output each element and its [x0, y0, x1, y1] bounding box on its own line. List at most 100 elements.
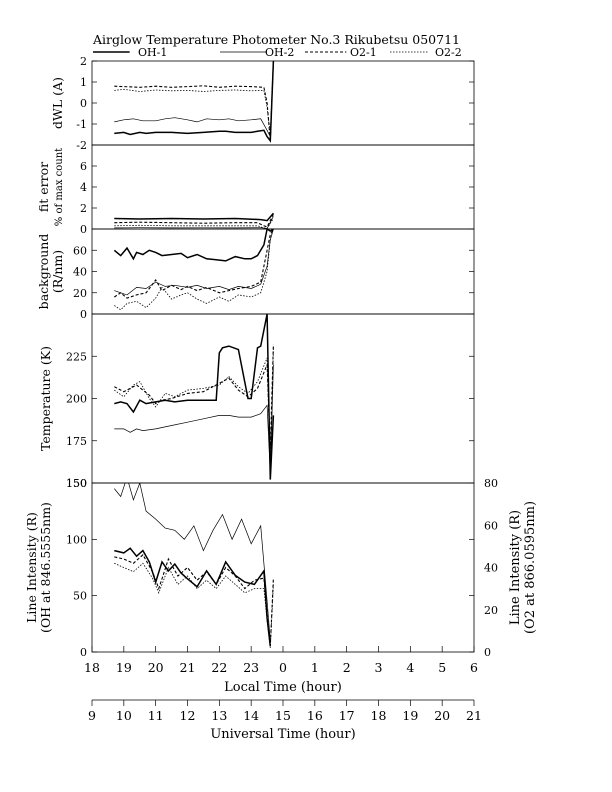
series-line-o2-2-fit: [114, 218, 274, 229]
panel-dwl: -2 -1 0 1 2 dWL (A): [50, 55, 475, 152]
local-time-tick-label: 6: [470, 660, 478, 675]
series-line-oh-2-int: [114, 483, 271, 641]
y-tick-label: 1: [80, 76, 87, 89]
y-tick-label: 40: [73, 266, 87, 279]
series-line-oh-2-dwl: [114, 61, 274, 138]
y-tick-label: 150: [66, 477, 87, 490]
ut-tick-label: 10: [116, 708, 132, 723]
ut-tick-label: 19: [402, 708, 418, 723]
local-time-tick-label: 22: [211, 660, 227, 675]
y-tick-label: 4: [80, 181, 87, 194]
y-tick-label: 200: [66, 393, 87, 406]
ut-tick-label: 11: [148, 708, 164, 723]
y2-tick-label: 20: [484, 604, 498, 617]
y-tick-label: 150: [66, 477, 87, 490]
ut-tick-label: 18: [371, 708, 387, 723]
ut-tick-label: 12: [180, 708, 196, 723]
series-line-o2-2-temp: [114, 347, 274, 467]
ut-axis-label: Universal Time (hour): [210, 727, 355, 742]
legend-label-o2-1: O2-1: [350, 46, 377, 59]
series-line-o2-1-int: [114, 553, 274, 646]
y-tick-label: 0: [80, 646, 87, 659]
ut-tick-label: 17: [339, 708, 355, 723]
panel-frame-int: [91, 482, 475, 653]
y-axis-label: dWL (A): [50, 77, 65, 129]
panel-bg: 0 20 40 60 background (R/nm): [36, 228, 475, 321]
panel-frame-fit: [91, 144, 475, 230]
local-time-tick-label: 18: [84, 660, 100, 675]
local-time-tick-label: 3: [375, 660, 383, 675]
series-line-oh-2-fit: [114, 216, 274, 229]
series-line-oh-1-bg: [113, 229, 274, 262]
local-time-tick-label: 1: [311, 660, 319, 675]
y2-axis-label: Line Intensity (R): [508, 510, 523, 625]
local-time-tick-label: 2: [343, 660, 351, 675]
y2-axis-label-2: (O2 at 866.0595nm): [523, 501, 538, 634]
series-line-oh-2-temp: [114, 364, 274, 475]
panel-fit: 0 2 4 6 fit error% of max count: [36, 144, 475, 236]
local-time-tick-label: 20: [148, 660, 164, 675]
y-tick-label: 60: [73, 244, 87, 257]
y-tick-label: 50: [73, 590, 87, 603]
y-axis-label-2: (R/nm): [50, 250, 65, 293]
legend: OH-1 OH-2 O2-1 O2-2: [93, 46, 462, 59]
series-line-o2-2-dwl: [114, 65, 274, 135]
panel-temp: 150 175 200 225 Temperature (K): [38, 313, 475, 490]
legend-label-oh-2: OH-2: [265, 46, 294, 59]
y2-tick-label: 0: [484, 646, 491, 659]
series-line-o2-1-bg: [113, 229, 274, 299]
series-line-o2-2-bg: [114, 229, 274, 311]
chart-title: Airglow Temperature Photometer No.3 Riku…: [92, 32, 460, 47]
y-tick-label: 0: [80, 308, 87, 321]
series-line-oh-1-temp: [114, 314, 275, 480]
y-tick-label: 20: [73, 287, 87, 300]
y-axis-label-2: (OH at 846.5555nm): [38, 502, 53, 633]
local-time-tick-label: 21: [180, 660, 196, 675]
y-axis-label-2: % of max count: [54, 148, 65, 226]
panels: -2 -1 0 1 2 dWL (A) 0 2 4 6 fit error% of max coun…: [24, 55, 538, 659]
series-line-oh-1-fit: [114, 212, 274, 222]
y-tick-label: 175: [66, 435, 87, 448]
y-tick-label: 0: [80, 223, 87, 236]
y-tick-label: 225: [66, 350, 87, 363]
y-tick-label: 0: [80, 97, 87, 110]
series-line-o2-2-int: [114, 562, 274, 648]
ut-tick-label: 21: [466, 708, 482, 723]
local-time-tick-label: 0: [279, 660, 287, 675]
series-line-oh-2-bg: [114, 229, 274, 296]
ut-tick-label: 14: [243, 708, 259, 723]
y-tick-label: 6: [80, 160, 87, 173]
local-time-axis-label: Local Time (hour): [224, 680, 342, 695]
series-line-o2-1-temp: [114, 344, 274, 450]
y-tick-label: -2: [76, 139, 87, 152]
local-time-tick-label: 5: [438, 660, 446, 675]
panel-frame-bg: [91, 228, 475, 315]
y2-tick-label: 40: [484, 562, 498, 575]
local-time-tick-label: 4: [406, 660, 414, 675]
ut-tick-label: 9: [88, 708, 96, 723]
ut-tick-label: 13: [211, 708, 227, 723]
y-axis-label: background: [36, 234, 51, 310]
y-tick-label: 2: [80, 55, 87, 68]
y2-tick-label: 60: [484, 519, 498, 532]
local-time-tick-label: 23: [243, 660, 259, 675]
legend-label-o2-2: O2-2: [435, 46, 462, 59]
ut-tick-label: 16: [307, 708, 323, 723]
ut-tick-label: 15: [275, 708, 291, 723]
y-axis-label: fit error: [36, 162, 51, 212]
y-axis-label: Temperature (K): [38, 346, 53, 451]
ut-tick-label: 20: [434, 708, 450, 723]
y-tick-label: -1: [76, 118, 87, 131]
legend-label-oh-1: OH-1: [138, 46, 167, 59]
series-line-o2-1-fit: [114, 214, 274, 228]
y-tick-label: 100: [66, 533, 87, 546]
local-time-tick-label: 19: [116, 660, 132, 675]
y-axis-label: Line Intensity (R): [24, 512, 39, 623]
y-tick-label: 2: [80, 202, 87, 215]
series-line-oh-1-int: [114, 547, 272, 647]
series-line-o2-1-dwl: [114, 61, 274, 141]
y2-tick-label: 80: [484, 477, 498, 490]
